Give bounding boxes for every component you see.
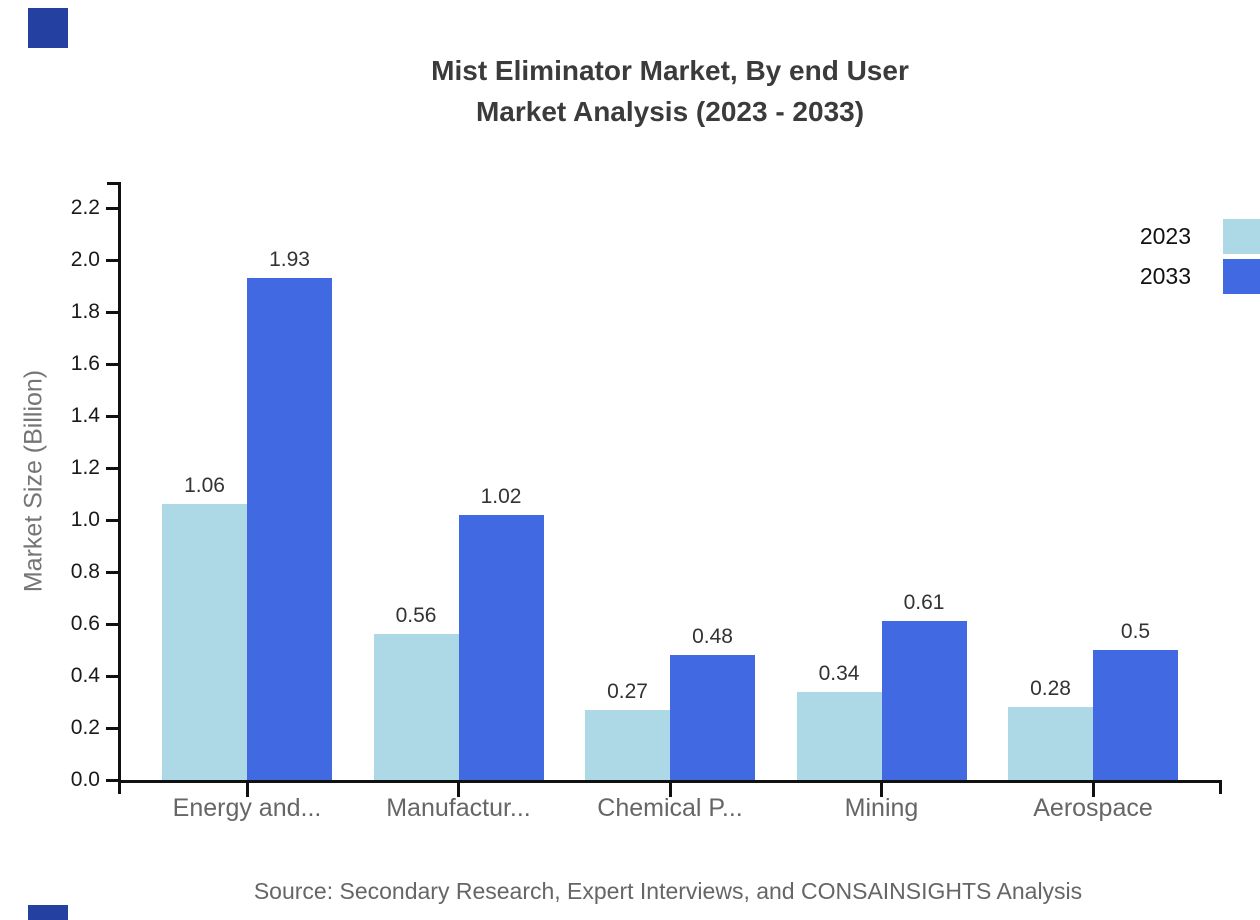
x-axis-line: [118, 780, 1222, 783]
bar-2033-2: [458, 514, 544, 780]
legend: 2023 2033: [1140, 219, 1260, 294]
bar-2023-5: [1008, 707, 1093, 780]
y-tick: [106, 311, 118, 314]
bar-value-label: 0.28: [1030, 677, 1071, 701]
bar-2033-1: [247, 278, 332, 780]
y-tick-label: 1.0: [70, 508, 100, 531]
bar-2033-4: [881, 621, 967, 780]
bar-value-label: 1.06: [184, 474, 225, 498]
y-axis-line: [118, 182, 121, 783]
x-tick-label: Chemical P...: [597, 794, 743, 822]
legend-label-2023: 2023: [1139, 223, 1191, 249]
x-tick-label: Energy and...: [172, 794, 322, 822]
bar-value-label: 0.48: [692, 625, 733, 649]
x-axis-left-end-tick: [118, 783, 121, 794]
bar-value-label: 0.56: [395, 604, 437, 628]
y-tick-label: 1.4: [70, 404, 100, 427]
brand-square-bottom-left: [28, 905, 68, 920]
chart-title-line1: Mist Eliminator Market, By end User: [431, 55, 909, 86]
y-tick: [106, 571, 118, 574]
y-axis-end-tick: [107, 182, 118, 185]
y-tick-label: 1.2: [70, 456, 100, 479]
y-tick-label: 0.0: [70, 768, 100, 791]
y-tick: [106, 623, 118, 626]
legend-swatch-2033: [1223, 259, 1260, 294]
chart-title-line2: Market Analysis (2023 - 2033): [475, 96, 865, 127]
x-tick-label: Aerospace: [1033, 794, 1153, 822]
y-tick-label: 0.8: [70, 560, 100, 583]
x-tick: [668, 783, 672, 797]
bar-2023-4: [796, 691, 882, 780]
y-tick-label: 0.6: [70, 612, 100, 635]
y-tick: [106, 519, 118, 522]
bar-value-label: 0.34: [818, 661, 860, 685]
x-tick-label: Manufactur...: [386, 794, 531, 822]
y-tick: [106, 779, 118, 782]
y-tick: [106, 415, 118, 418]
x-axis-right-end-tick: [1219, 783, 1222, 794]
x-tick-label: Mining: [844, 794, 919, 822]
bar-value-label: 1.93: [269, 248, 310, 272]
y-tick: [106, 259, 118, 262]
x-tick: [880, 783, 883, 797]
x-tick: [1091, 783, 1095, 797]
bar-2023-1: [162, 504, 247, 780]
legend-item-2033: 2033: [1140, 259, 1260, 294]
bar-2023-3: [585, 709, 670, 780]
bar-value-label: 1.02: [480, 484, 522, 508]
y-tick-label: 0.4: [70, 664, 100, 687]
legend-item-2023: 2023: [1140, 219, 1260, 254]
y-tick: [106, 675, 118, 678]
bar-2023-2: [373, 634, 459, 780]
y-tick: [106, 727, 118, 730]
y-tick-label: 1.8: [70, 300, 100, 323]
legend-label-2033: 2033: [1139, 263, 1191, 289]
bar-value-label: 0.27: [607, 679, 648, 703]
bar-value-label: 0.61: [903, 591, 945, 615]
x-tick: [245, 783, 249, 797]
legend-swatch-2023: [1223, 219, 1260, 254]
y-tick-label: 0.2: [70, 716, 100, 739]
y-tick: [106, 207, 118, 210]
y-tick-label: 2.2: [70, 196, 100, 219]
bar-value-label: 0.5: [1120, 620, 1151, 643]
bar-2033-5: [1093, 650, 1178, 780]
y-tick: [106, 363, 118, 366]
source-note: Source: Secondary Research, Expert Inter…: [253, 878, 1083, 904]
chart-title: Mist Eliminator Market, By end User Mark…: [431, 50, 909, 132]
bar-2033-3: [670, 655, 755, 780]
y-tick-label: 2.0: [70, 248, 100, 271]
y-tick: [106, 467, 118, 470]
y-tick-label: 1.6: [70, 352, 100, 375]
x-tick: [457, 783, 460, 797]
brand-square-top-left: [28, 8, 68, 48]
